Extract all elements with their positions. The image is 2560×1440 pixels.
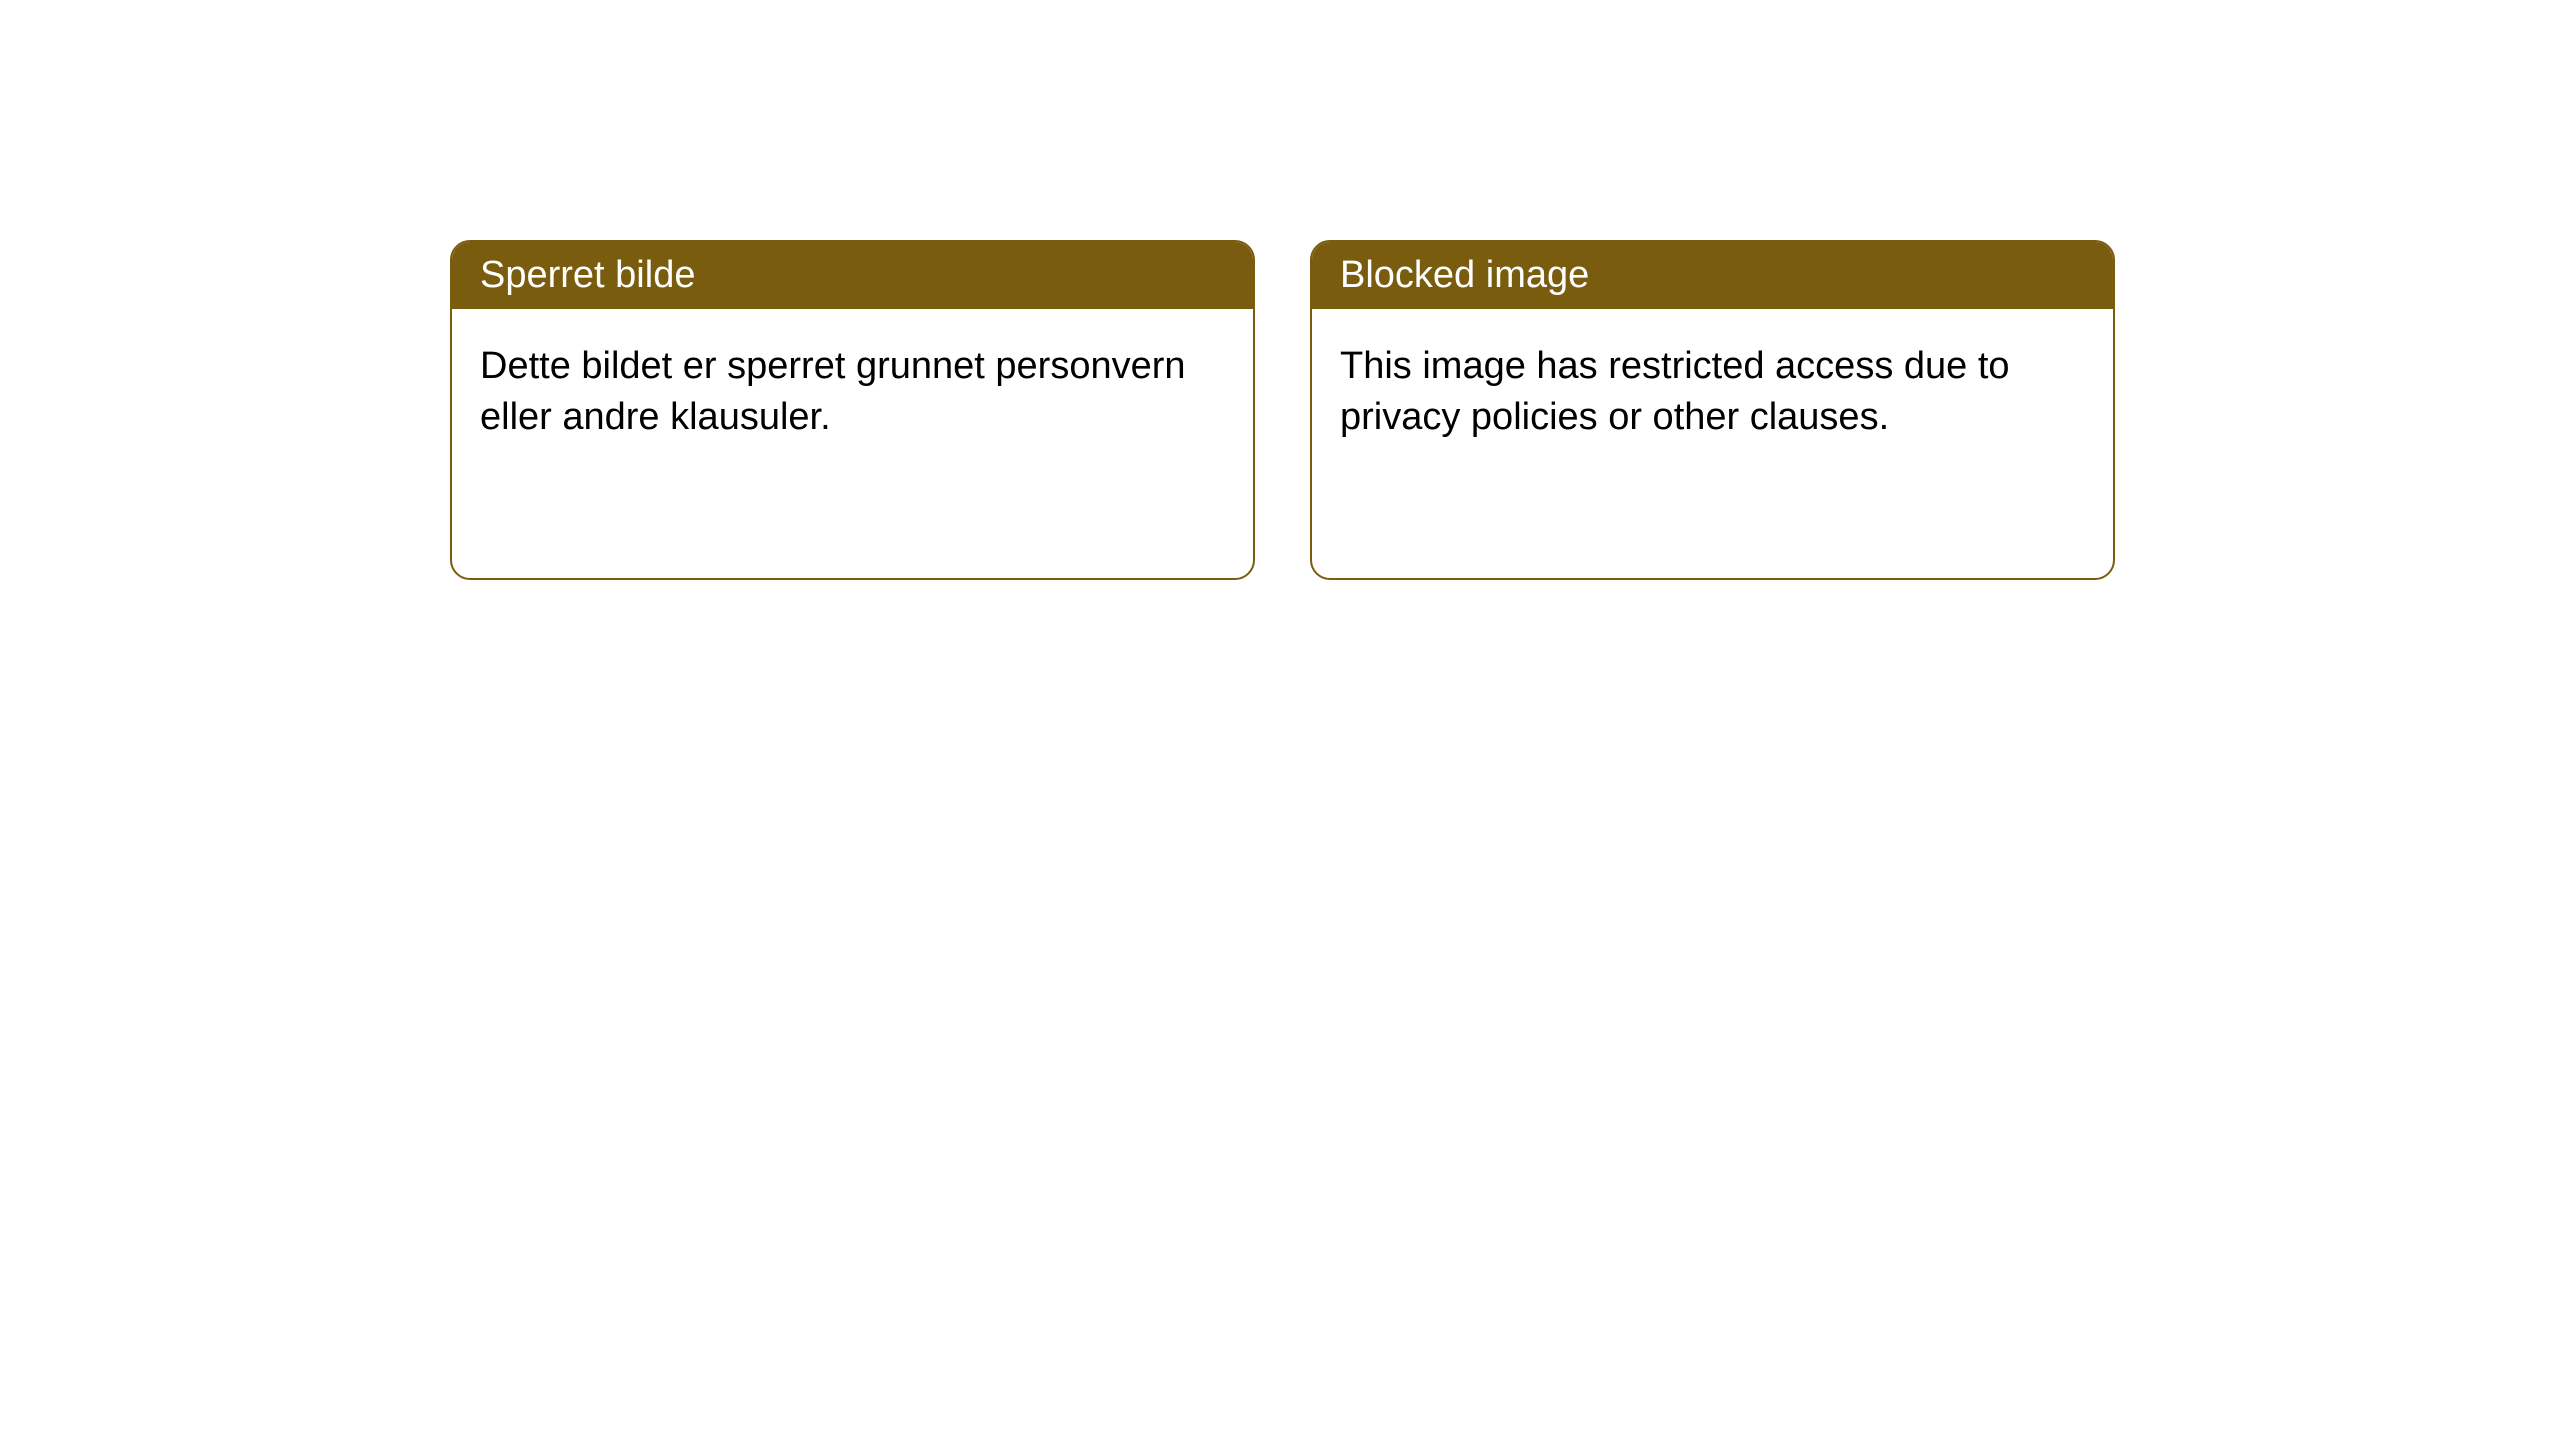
blocked-image-card-no: Sperret bilde Dette bildet er sperret gr… <box>450 240 1255 580</box>
notice-container: Sperret bilde Dette bildet er sperret gr… <box>0 0 2560 580</box>
card-body: Dette bildet er sperret grunnet personve… <box>452 309 1253 476</box>
card-title: Sperret bilde <box>452 242 1253 309</box>
blocked-image-card-en: Blocked image This image has restricted … <box>1310 240 2115 580</box>
card-body: This image has restricted access due to … <box>1312 309 2113 476</box>
card-title: Blocked image <box>1312 242 2113 309</box>
